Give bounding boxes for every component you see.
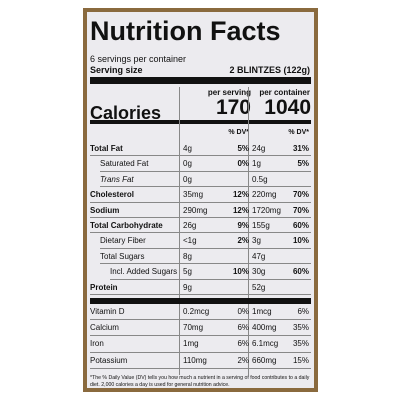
- container-dv: 60%: [292, 221, 309, 230]
- row-divider: [90, 351, 311, 353]
- serving-amount: 8g: [183, 251, 192, 261]
- nutrient-name: Iron: [90, 339, 104, 349]
- container-amount: 1g: [252, 159, 261, 169]
- serving-amount: 110mg: [183, 355, 207, 365]
- column-header: per container: [259, 88, 310, 97]
- row-divider: [100, 170, 311, 172]
- nutrient-name: Calcium: [90, 323, 119, 333]
- nutrient-name: Sodium: [90, 205, 120, 215]
- nutrient-name: Incl. Added Sugars: [110, 267, 178, 277]
- nutrient-name: Protein: [90, 282, 118, 292]
- serving-dv: 2%: [237, 355, 249, 365]
- container-dv: 5%: [297, 159, 309, 169]
- thick-bar: [90, 77, 311, 84]
- serving-dv: 2%: [237, 236, 249, 246]
- serving-dv: 10%: [232, 267, 249, 277]
- nutrient-name: Vitamin D: [90, 307, 125, 316]
- nutrient-name: Trans Fat: [100, 174, 134, 184]
- serving-amount: 0.2mcg: [183, 307, 210, 316]
- servings: 6 servings per container: [90, 54, 187, 64]
- serving-amount: <1g: [183, 236, 197, 246]
- calories-label: Calories: [90, 103, 162, 123]
- row-divider: [90, 217, 311, 218]
- row-divider: [90, 201, 311, 203]
- serving-size-label: Serving size: [90, 65, 143, 75]
- title: Nutrition Facts: [90, 16, 281, 46]
- serving-amount: 0g: [183, 159, 192, 169]
- serving-dv: 12%: [232, 190, 249, 200]
- container-dv: 15%: [292, 355, 309, 365]
- container-dv: 60%: [292, 267, 309, 277]
- container-amount: 30g: [252, 267, 266, 277]
- row-divider: [100, 247, 311, 249]
- container-amount: 47g: [252, 251, 266, 261]
- column-divider: [248, 87, 249, 375]
- nutrient-name: Total Carbohydrate: [90, 221, 163, 230]
- column-divider: [179, 87, 180, 375]
- container-amount: 6.1mcg: [252, 339, 279, 349]
- serving-dv: 5%: [237, 144, 249, 153]
- dv-header: % DV*: [228, 129, 249, 136]
- serving-amount: 70mg: [183, 323, 204, 333]
- container-amount: 24g: [252, 144, 266, 153]
- nutrient-name: Dietary Fiber: [100, 236, 146, 246]
- serving-dv: 6%: [237, 323, 249, 333]
- container-amount: 155g: [252, 221, 270, 230]
- container-amount: 1720mg: [252, 205, 281, 215]
- row-divider: [90, 155, 311, 157]
- calories-container: 1040: [264, 96, 311, 119]
- thick-bar: [90, 298, 311, 304]
- calories-serving: 170: [215, 96, 251, 119]
- container-amount: 220mg: [252, 190, 277, 200]
- row-divider: [100, 263, 311, 265]
- serving-amount: 9g: [183, 282, 192, 292]
- row-divider: [90, 335, 311, 337]
- serving-amount: 0g: [183, 174, 192, 184]
- serving-dv: 0%: [237, 159, 249, 169]
- nutrition-label: Nutrition Facts 6 servings per container…: [83, 8, 318, 392]
- serving-dv: 6%: [237, 339, 249, 349]
- row-divider: [90, 367, 311, 369]
- nutrient-name: Potassium: [90, 355, 128, 365]
- serving-amount: 290mg: [183, 205, 208, 215]
- nutrient-name: Total Sugars: [100, 251, 145, 261]
- serving-amount: 1mg: [183, 339, 199, 349]
- row-divider: [90, 232, 311, 234]
- container-amount: 400mg: [252, 323, 277, 333]
- container-amount: 3g: [252, 236, 261, 246]
- container-dv: 31%: [292, 144, 309, 153]
- container-amount: 0.5g: [252, 174, 268, 184]
- serving-amount: 26g: [183, 221, 197, 230]
- container-amount: 1mcg: [252, 307, 272, 316]
- serving-dv: 9%: [237, 221, 249, 230]
- footnote: *The % Daily Value (DV) tells you how mu…: [90, 375, 310, 388]
- medium-bar: [90, 120, 311, 124]
- row-divider: [110, 278, 311, 280]
- container-dv: 35%: [292, 339, 309, 349]
- dv-header: % DV*: [288, 129, 309, 136]
- nutrient-name: Total Fat: [90, 144, 123, 153]
- container-amount: 660mg: [252, 355, 277, 365]
- serving-amount: 4g: [183, 144, 192, 153]
- container-dv: 35%: [292, 323, 309, 333]
- serving-size: 2 BLINTZES (122g): [229, 65, 310, 75]
- container-dv: 6%: [297, 307, 309, 316]
- column-header: per serving: [207, 88, 251, 97]
- container-dv: 70%: [292, 205, 309, 215]
- row-divider: [100, 186, 311, 188]
- container-amount: 52g: [252, 282, 266, 292]
- serving-amount: 35mg: [183, 190, 204, 200]
- row-divider: [90, 319, 311, 321]
- serving-dv: 0%: [237, 307, 249, 316]
- container-dv: 10%: [292, 236, 309, 246]
- nutrient-name: Saturated Fat: [100, 159, 149, 169]
- nutrient-name: Cholesterol: [90, 190, 135, 200]
- row-divider: [90, 294, 311, 295]
- container-dv: 70%: [292, 190, 309, 200]
- serving-amount: 5g: [183, 267, 192, 277]
- serving-dv: 12%: [232, 205, 249, 215]
